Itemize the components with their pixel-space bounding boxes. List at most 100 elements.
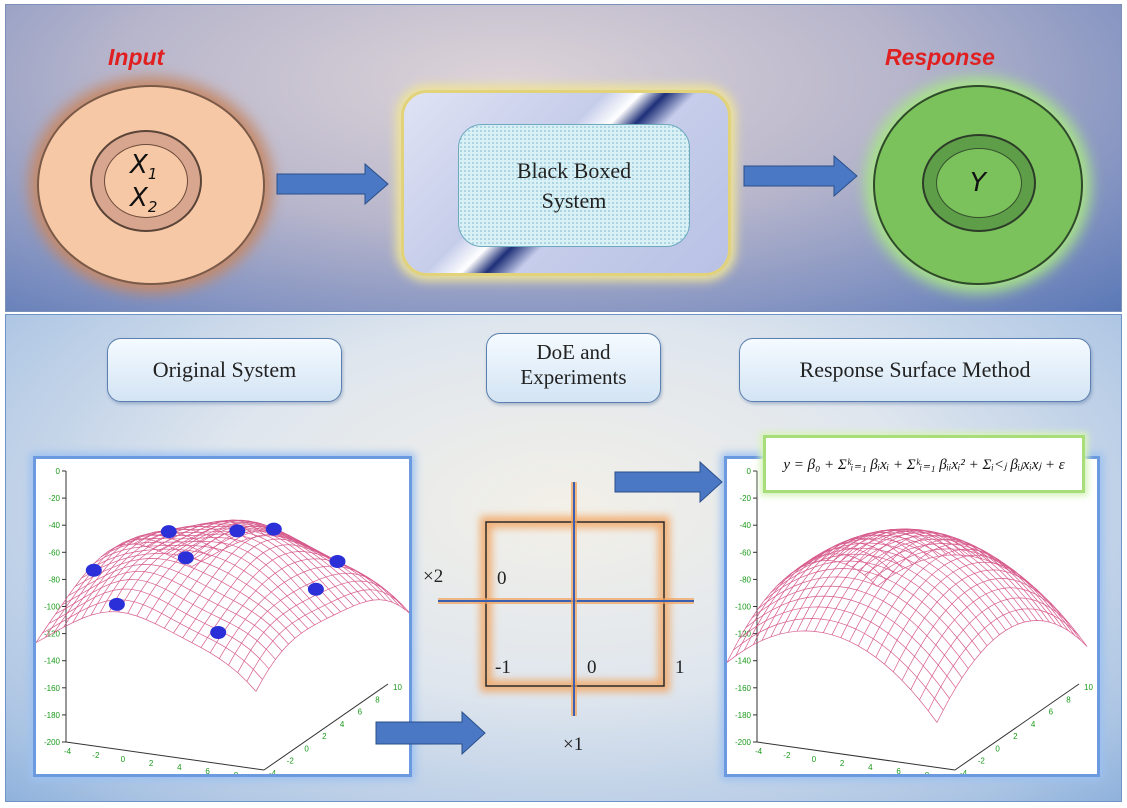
doe-line1: DoE and — [536, 340, 611, 364]
x-tick-label: -4 — [64, 747, 72, 756]
y-tick-label: -4 — [960, 769, 968, 774]
y-tick-label: 6 — [1049, 708, 1054, 717]
sample-point — [265, 522, 282, 536]
input-label: Input — [108, 44, 165, 70]
x-tick-label: 8 — [234, 771, 239, 774]
y-tick-label: -2 — [978, 757, 986, 766]
original-surface-plot: 0 -20 -40 -60 -80 -100 -120 -140 -160 -180 -200 -4-… — [33, 456, 413, 784]
mesh-line-u — [831, 532, 983, 635]
rsm-box: Response Surface Method — [739, 338, 1091, 402]
input-ring-core — [104, 144, 188, 218]
surface-mesh — [726, 528, 1088, 723]
z-tick-label: 0 — [747, 467, 752, 476]
x-tick-label: 8 — [925, 771, 930, 774]
mesh-line-v — [726, 630, 938, 723]
z-tick-label: -200 — [735, 738, 752, 747]
y-tick-label: 8 — [375, 695, 380, 704]
x-tick-label: 4 — [177, 763, 182, 772]
rsm-formula: y = β₀ + Σᵏᵢ₌₁ βᵢxᵢ + Σᵏᵢ₌₁ βᵢᵢxᵢ² + Σᵢ<… — [763, 435, 1085, 493]
z-tick-label: -80 — [48, 575, 60, 584]
x-tick-label: 6 — [896, 767, 901, 774]
input-variable-x2: X2 — [130, 183, 158, 217]
floor-axis-x — [756, 741, 956, 771]
mesh-line-u — [910, 587, 1062, 690]
black-box-line1: Black Boxed — [516, 157, 632, 183]
z-tick-label: -140 — [44, 657, 61, 666]
mesh-line-u — [822, 530, 974, 633]
black-box-system: Black Boxed System — [458, 124, 690, 247]
doe-line2: Experiments — [520, 365, 627, 390]
floor-axis-x — [65, 741, 265, 771]
mesh-line-u — [901, 578, 1053, 681]
z-tick-label: -40 — [48, 521, 60, 530]
z-tick-label: -60 — [48, 548, 60, 557]
y-tick-label: 0 — [304, 744, 309, 753]
z-tick-label: -120 — [735, 630, 752, 639]
mesh-line-v — [739, 606, 950, 699]
response-variable-y: Y — [970, 168, 986, 198]
y-tick-label: 10 — [1084, 683, 1093, 692]
z-tick-label: 0 — [56, 467, 61, 476]
original-surface-svg: 0-20-40-60-80-100-120-140-160-180-200-4-… — [35, 467, 413, 784]
doe-label-zero-bottom: 0 — [587, 657, 597, 678]
z-tick-label: -180 — [44, 711, 61, 720]
black-box-line2: System — [541, 187, 607, 213]
y-tick-label: 4 — [1031, 720, 1036, 729]
x-tick-label: 0 — [812, 755, 817, 764]
y-tick-label: 0 — [995, 744, 1000, 753]
sample-point — [329, 554, 346, 568]
floor-axis-y — [954, 683, 1080, 771]
x-tick-label: -2 — [783, 751, 791, 760]
mesh-line-v — [851, 535, 1063, 628]
x-tick-label: 6 — [205, 767, 210, 774]
mesh-line-v — [733, 618, 944, 711]
original-system-box: Original System — [107, 338, 342, 402]
y-tick-label: 2 — [322, 732, 327, 741]
z-tick-label: -100 — [44, 603, 61, 612]
doe-grid — [438, 482, 694, 716]
sample-point — [307, 582, 324, 596]
doe-x1-label: ×1 — [563, 734, 584, 755]
mesh-line-v — [858, 538, 1069, 631]
mesh-line-v — [42, 599, 263, 680]
z-tick-label: -140 — [735, 657, 752, 666]
mesh-line-u — [246, 589, 404, 682]
y-tick-label: -4 — [269, 769, 277, 774]
mesh-line-u — [209, 558, 367, 653]
mesh-line-v — [48, 588, 270, 670]
y-tick-label: 8 — [1066, 695, 1071, 704]
sample-point — [177, 551, 194, 565]
rsm-surface-plot: 0 -20 -40 -60 -80 -100 -120 -140 -160 -180 -200 -4-… — [724, 456, 1100, 784]
sample-point — [160, 525, 177, 539]
rsm-surface-svg: 0-20-40-60-80-100-120-140-160-180-200-4-… — [726, 467, 1093, 784]
response-ring-core — [936, 148, 1022, 218]
y-tick-label: 2 — [1013, 732, 1018, 741]
mesh-line-u — [919, 597, 1070, 701]
input-variable-x1: X1 — [130, 150, 158, 184]
mesh-line-v — [61, 570, 283, 652]
sample-point — [210, 625, 227, 639]
z-tick-label: -40 — [739, 521, 751, 530]
mesh-line-u — [744, 547, 895, 651]
x-tick-label: -4 — [755, 747, 763, 756]
x-tick-label: 2 — [840, 759, 845, 768]
sample-point — [85, 563, 102, 577]
mesh-line-v — [68, 564, 289, 645]
doe-label-zero-top: 0 — [497, 568, 507, 589]
mesh-line-u — [936, 620, 1088, 723]
x-tick-label: 0 — [121, 755, 126, 764]
y-tick-label: 4 — [340, 720, 345, 729]
mesh-line-v — [751, 585, 963, 679]
z-tick-label: -200 — [44, 738, 61, 747]
z-tick-label: -80 — [739, 575, 751, 584]
z-tick-label: -160 — [735, 684, 752, 693]
mesh-line-v — [758, 576, 969, 669]
x-tick-label: -2 — [92, 751, 100, 760]
floor-axis-y — [263, 683, 389, 771]
x-tick-label: 4 — [868, 763, 873, 772]
mesh-line-v — [81, 553, 302, 634]
mesh-line-v — [35, 611, 257, 692]
mesh-line-v — [864, 543, 1075, 636]
z-tick-label: -20 — [48, 494, 60, 503]
